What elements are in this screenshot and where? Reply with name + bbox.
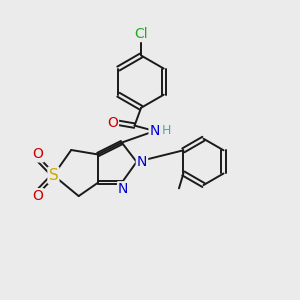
Text: Cl: Cl <box>134 27 148 41</box>
Text: O: O <box>107 116 118 130</box>
Text: S: S <box>49 168 58 183</box>
Text: O: O <box>32 189 43 203</box>
Text: N: N <box>137 155 147 169</box>
Text: O: O <box>32 148 43 161</box>
Text: N: N <box>150 124 160 138</box>
Text: H: H <box>162 124 171 136</box>
Text: N: N <box>118 182 128 196</box>
